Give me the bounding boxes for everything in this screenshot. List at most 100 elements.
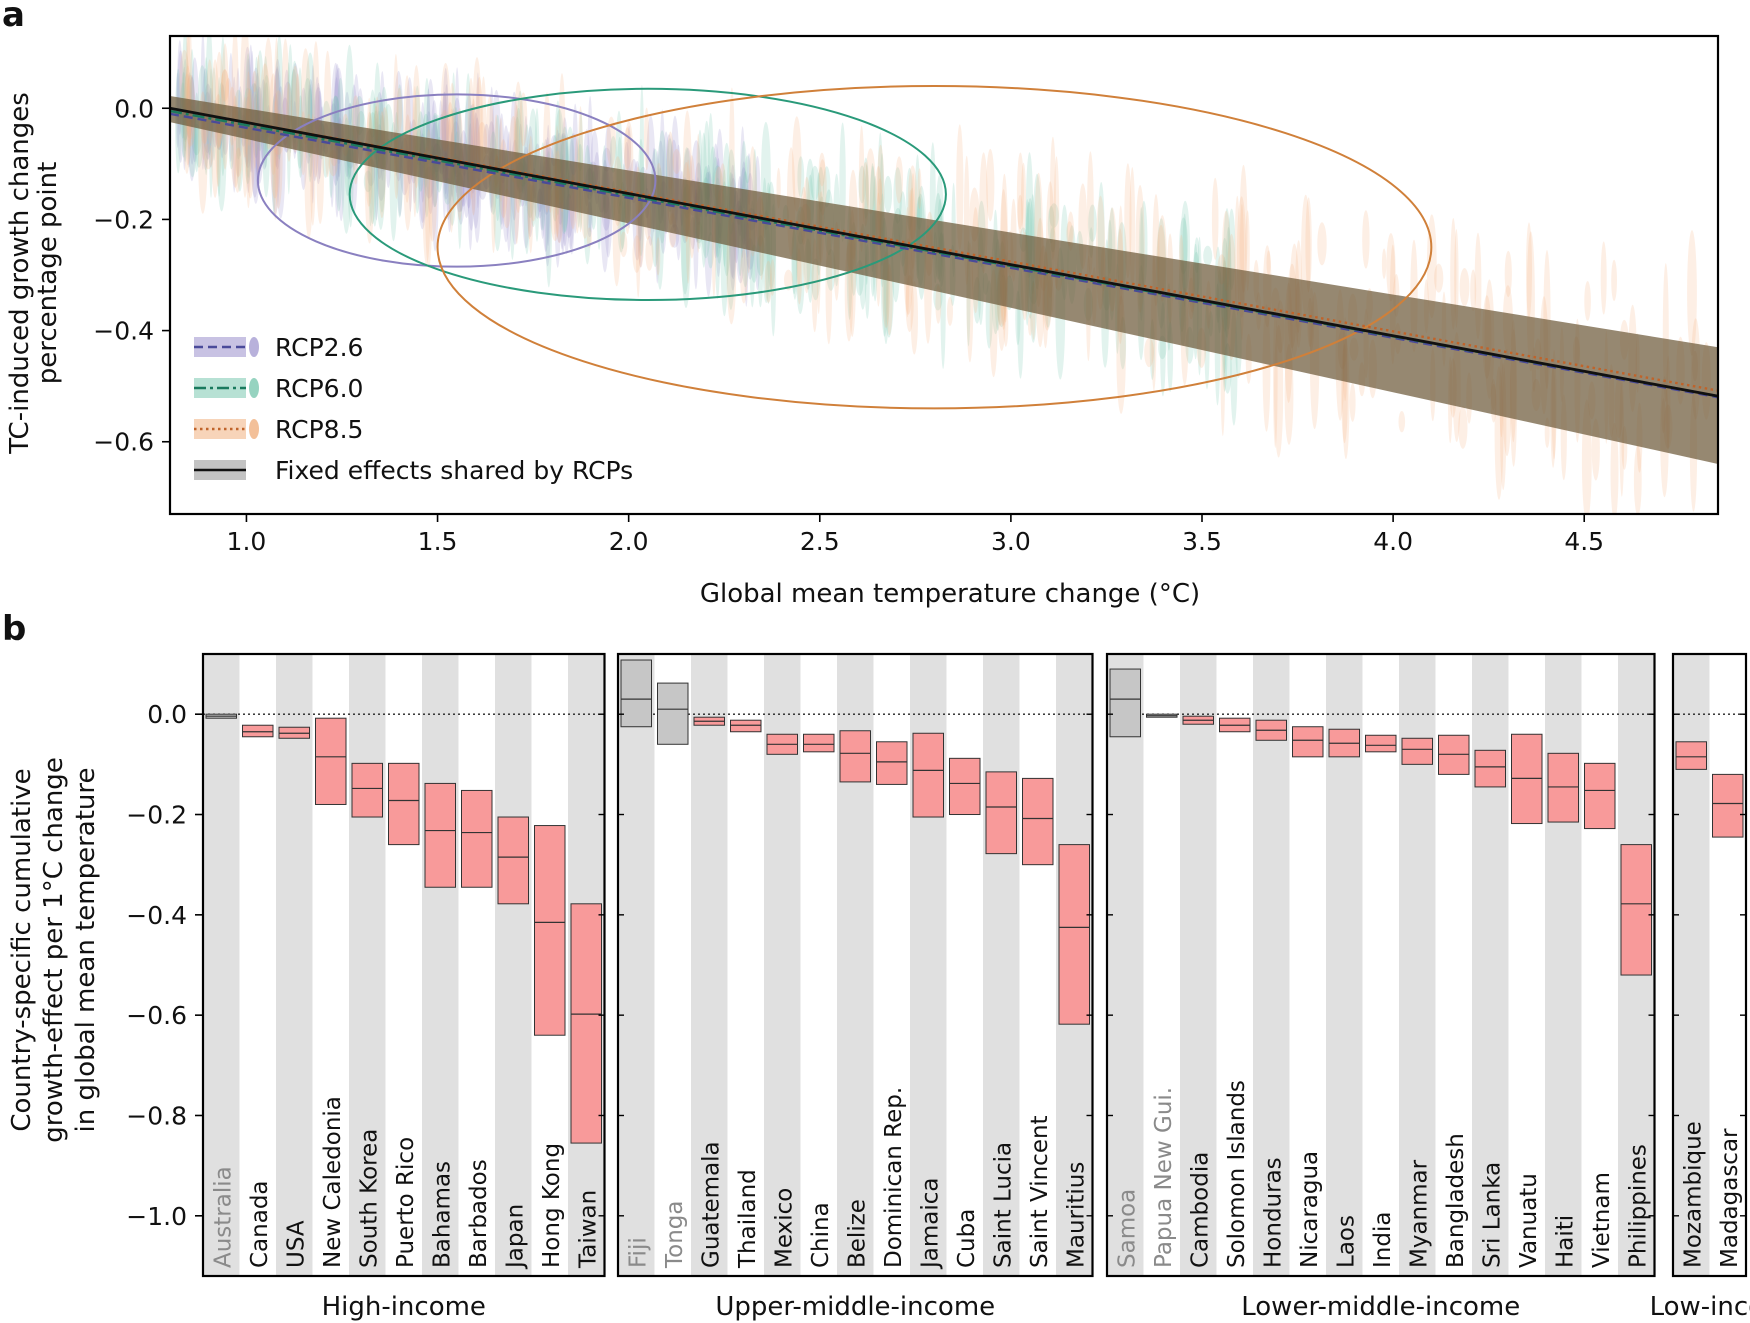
income-group-lower-middle-income: Samoa Papua New Gui. Cambodia Solomon Islan… [1105, 652, 1656, 1322]
group-frame [1105, 652, 1656, 1278]
scatter-ellipse-rcp85 [1504, 250, 1512, 298]
scatter-ellipse-rcp85 [606, 116, 616, 168]
scatter-ellipse-rcp26 [602, 147, 612, 172]
stripe [349, 654, 386, 1276]
y-axis-label-line-1: TC-induced growth changes [5, 92, 35, 455]
legend-rcp26-ellipse-icon [249, 337, 259, 357]
scatter-ellipse-rcp85 [1066, 221, 1073, 247]
income-group-low-income: Mozambique Madagascar Low-income [1650, 652, 1750, 1322]
scatter-ellipse-rcp85 [220, 69, 229, 110]
x-tick-label: 1.0 [227, 527, 267, 556]
x-tick-label: 4.5 [1564, 527, 1604, 556]
stripe [691, 654, 728, 1276]
country-label: Jamaica [917, 1177, 943, 1270]
country-label: South Korea [356, 1129, 382, 1268]
scatter-ellipse-rcp85 [1687, 230, 1697, 356]
scatter-ellipse-rcp85 [503, 188, 511, 229]
box-hong-kong [534, 825, 566, 1036]
scatter-ellipse-rcp60 [1203, 245, 1213, 266]
scatter-ellipse-rcp60 [810, 165, 820, 201]
stripe [495, 654, 532, 1276]
country-label: Hong Kong [539, 1143, 565, 1268]
country-label: Taiwan [575, 1190, 601, 1269]
scatter-ellipse-rcp85 [910, 281, 918, 355]
country-label: Guatemala [698, 1141, 724, 1268]
panel-a-chart: 1.0 1.5 2.0 2.5 3.0 3.5 4.0 4.5 0.0 −0.2 −0.4 −0.6… [5, 34, 1720, 609]
legend-item-rcp60: RCP6.0 [194, 374, 363, 403]
scatter-ellipse-rcp85 [1458, 405, 1468, 449]
country-label: Barbados [466, 1159, 492, 1268]
scatter-ellipse-rcp85 [1459, 268, 1470, 307]
scatter-ellipse-rcp85 [1124, 163, 1132, 279]
country-label: Solomon Islands [1224, 1080, 1250, 1268]
box-philippines [1620, 844, 1652, 976]
scatter-ellipse-rcp85 [986, 148, 995, 222]
legend: RCP2.6 RCP6.0 RCP8.5 Fixed effects share… [194, 333, 633, 485]
scatter-ellipse-rcp85 [1266, 250, 1271, 276]
legend-rcp26-label: RCP2.6 [275, 333, 363, 362]
country-label: Haiti [1552, 1215, 1578, 1268]
scatter-ellipse-rcp85 [1067, 211, 1074, 251]
scatter-ellipse-rcp85 [877, 178, 882, 206]
stripe [764, 654, 801, 1276]
scatter-ellipse-rcp85 [245, 71, 252, 209]
scatter-ellipse-rcp60 [710, 146, 716, 185]
legend-rcp85-ellipse-icon [249, 419, 259, 439]
country-label: Madagascar [1717, 1128, 1743, 1268]
ellipse-rcp26 [256, 93, 657, 268]
country-label: Tonga [662, 1201, 688, 1269]
scatter-ellipse-rcp85 [1470, 269, 1477, 312]
box-nicaragua [1292, 726, 1324, 758]
scatter-ellipse-rcp85 [220, 69, 229, 102]
panel-b-y-tick-label: −1.0 [126, 1202, 187, 1231]
scatter-ellipse-rcp60 [744, 155, 751, 184]
country-label: Japan [502, 1204, 528, 1270]
box-new-caledonia [315, 717, 347, 805]
fixed-effect-confidence-band [170, 96, 1718, 464]
regression-lines [170, 106, 1718, 399]
scatter-ellipse-rcp60 [228, 133, 234, 170]
scatter-ellipse-rcp85 [179, 49, 190, 111]
scatter-ellipse-rcp85 [947, 296, 953, 326]
scatter-ellipse-rcp85 [619, 231, 628, 258]
panel-b-label: b [2, 609, 26, 649]
scatter-ellipse-rcp85 [1003, 304, 1009, 347]
legend-item-rcp26: RCP2.6 [194, 333, 363, 362]
country-label: Australia [210, 1166, 236, 1268]
country-label: Papua New Gui. [1151, 1087, 1177, 1268]
income-group-label: Low-income [1650, 1292, 1750, 1322]
scatter-ellipse-rcp60 [209, 68, 213, 198]
x-axis-ticks: 1.0 1.5 2.0 2.5 3.0 3.5 4.0 4.5 [227, 514, 1604, 556]
scatter-ellipse-rcp60 [435, 114, 441, 146]
scatter-ellipse-rcp85 [428, 164, 437, 242]
box-sri-lanka [1474, 749, 1506, 788]
scatter-ellipse-rcp85 [235, 147, 242, 177]
scatter-ellipse-rcp85 [1381, 248, 1387, 279]
scatter-ellipse-rcp85 [1362, 210, 1370, 269]
box-belize [839, 730, 871, 783]
scatter-ellipse-rcp60 [363, 170, 373, 193]
country-label: Laos [1333, 1215, 1359, 1268]
scatter-ellipse-rcp85 [1454, 229, 1459, 328]
scatter-ellipse-rcp85 [764, 260, 773, 303]
scatter-ellipse-rcp85 [1633, 445, 1642, 514]
scatter-ellipse-rcp85 [818, 159, 827, 216]
scatter-ellipse-rcp85 [740, 248, 748, 304]
scatter-ellipse-rcp85 [245, 88, 256, 199]
country-label: USA [283, 1220, 309, 1268]
stripe [422, 654, 459, 1276]
country-label: Mozambique [1680, 1121, 1706, 1268]
country-label: Bangladesh [1443, 1133, 1469, 1268]
scatter-ellipse-rcp60 [858, 165, 866, 204]
scatter-ellipse-rcp85 [1610, 422, 1619, 514]
scatter-ellipse-rcp85 [1144, 337, 1154, 368]
ellipse-rcp60 [348, 87, 947, 302]
panel-b-y-label-line-2: growth-effect per 1°C change [39, 757, 69, 1143]
x-tick-label: 4.0 [1373, 527, 1413, 556]
box-cuba [949, 757, 981, 816]
country-label: Canada [247, 1180, 273, 1268]
scatter-ellipse-rcp60 [1179, 217, 1188, 275]
country-label: Mexico [771, 1188, 797, 1268]
income-group-panels: Australia Canada USA New Caledonia South Kor… [201, 652, 1750, 1322]
panel-a-frame [168, 34, 1720, 516]
